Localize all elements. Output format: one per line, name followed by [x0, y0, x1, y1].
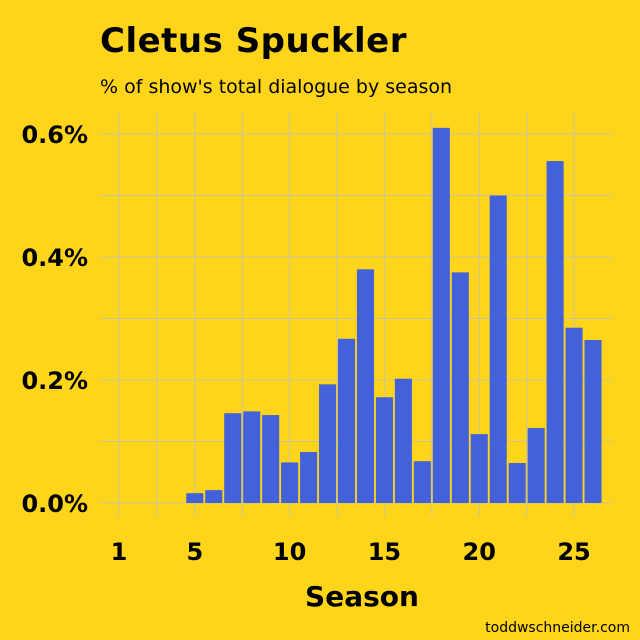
bar-season-10 — [281, 462, 299, 503]
bar-season-22 — [508, 463, 526, 503]
bar-season-17 — [413, 461, 431, 503]
bar-season-12 — [319, 384, 337, 503]
bar-season-24 — [546, 161, 564, 503]
x-tick-label: 5 — [186, 538, 203, 566]
bar-season-8 — [243, 411, 261, 503]
y-tick-label: 0.2% — [21, 367, 88, 395]
bar-season-5 — [186, 493, 204, 503]
credit-text: toddwschneider.com — [485, 620, 630, 636]
x-tick-label: 10 — [273, 538, 306, 566]
x-tick-label: 1 — [111, 538, 128, 566]
bar-season-21 — [489, 195, 507, 503]
x-tick-label: 20 — [463, 538, 496, 566]
bar-season-9 — [262, 415, 280, 503]
chart-title: Cletus Spuckler — [100, 21, 407, 61]
y-tick-label: 0.0% — [21, 490, 88, 518]
bar-season-11 — [300, 451, 318, 503]
bars — [186, 127, 602, 503]
bar-season-18 — [432, 127, 450, 503]
bar-season-7 — [224, 413, 242, 503]
bar-season-14 — [356, 269, 375, 503]
chart-subtitle: % of show's total dialogue by season — [100, 76, 452, 98]
bar-season-26 — [584, 340, 602, 503]
bar-season-6 — [205, 490, 223, 503]
x-axis-label: Season — [305, 580, 419, 613]
x-tick-label: 15 — [368, 538, 401, 566]
bar-season-13 — [337, 338, 356, 503]
y-tick-label: 0.4% — [21, 244, 88, 272]
bar-season-23 — [527, 427, 545, 503]
bar-season-25 — [565, 327, 583, 503]
bar-season-16 — [394, 378, 412, 503]
x-tick-label: 25 — [557, 538, 590, 566]
y-axis-ticks: 0.0% 0.2% 0.4% 0.6% — [21, 121, 88, 518]
bar-season-20 — [470, 434, 488, 503]
bar-season-19 — [451, 272, 469, 503]
bar-season-15 — [375, 397, 393, 503]
x-axis-ticks: 1 5 10 15 20 25 — [111, 538, 591, 566]
y-tick-label: 0.6% — [21, 121, 88, 149]
